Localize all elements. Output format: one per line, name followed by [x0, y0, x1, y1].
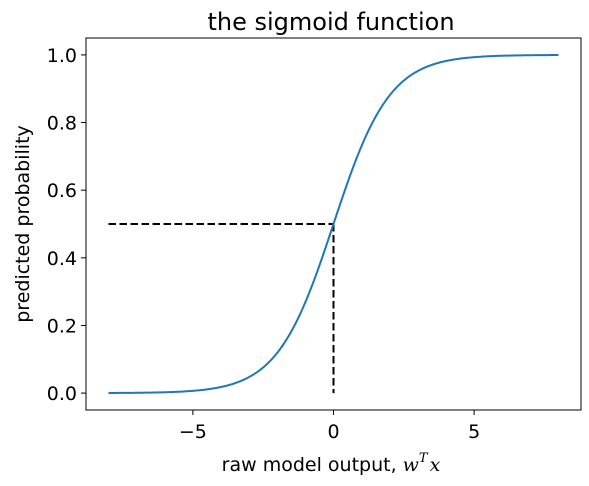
y-tick-label: 1.0 — [47, 45, 77, 67]
x-tick-label: 5 — [468, 421, 480, 443]
y-tick-label: 0.6 — [47, 180, 77, 202]
x-axis-label-w: w — [403, 454, 419, 476]
x-axis-label-x: x — [430, 454, 441, 476]
x-tick-label: −5 — [179, 421, 207, 443]
x-tick-label: 0 — [327, 421, 339, 443]
y-tick-label: 0.2 — [47, 315, 77, 337]
plot-area — [108, 54, 559, 394]
y-axis-label: predicted probability — [12, 125, 34, 323]
y-tick-label: 0.0 — [47, 383, 77, 405]
x-axis: −5 0 5 — [179, 410, 480, 443]
y-tick-label: 0.4 — [47, 248, 77, 270]
sigmoid-line-0 — [108, 54, 559, 394]
chart-title: the sigmoid function — [207, 8, 454, 36]
y-tick-label: 0.8 — [47, 113, 77, 135]
x-axis-label-text: raw model output, — [222, 454, 403, 476]
x-axis-label-sup: T — [419, 451, 429, 466]
y-axis: 0.0 0.2 0.4 0.6 0.8 1.0 — [47, 45, 86, 405]
x-axis-label: raw model output, wT x — [222, 451, 441, 476]
